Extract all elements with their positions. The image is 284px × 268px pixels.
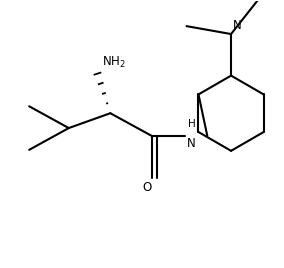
Text: NH$_2$: NH$_2$ bbox=[103, 55, 126, 70]
Text: O: O bbox=[142, 181, 152, 193]
Text: N: N bbox=[187, 137, 196, 150]
Text: H: H bbox=[188, 119, 195, 129]
Text: N: N bbox=[233, 19, 242, 32]
